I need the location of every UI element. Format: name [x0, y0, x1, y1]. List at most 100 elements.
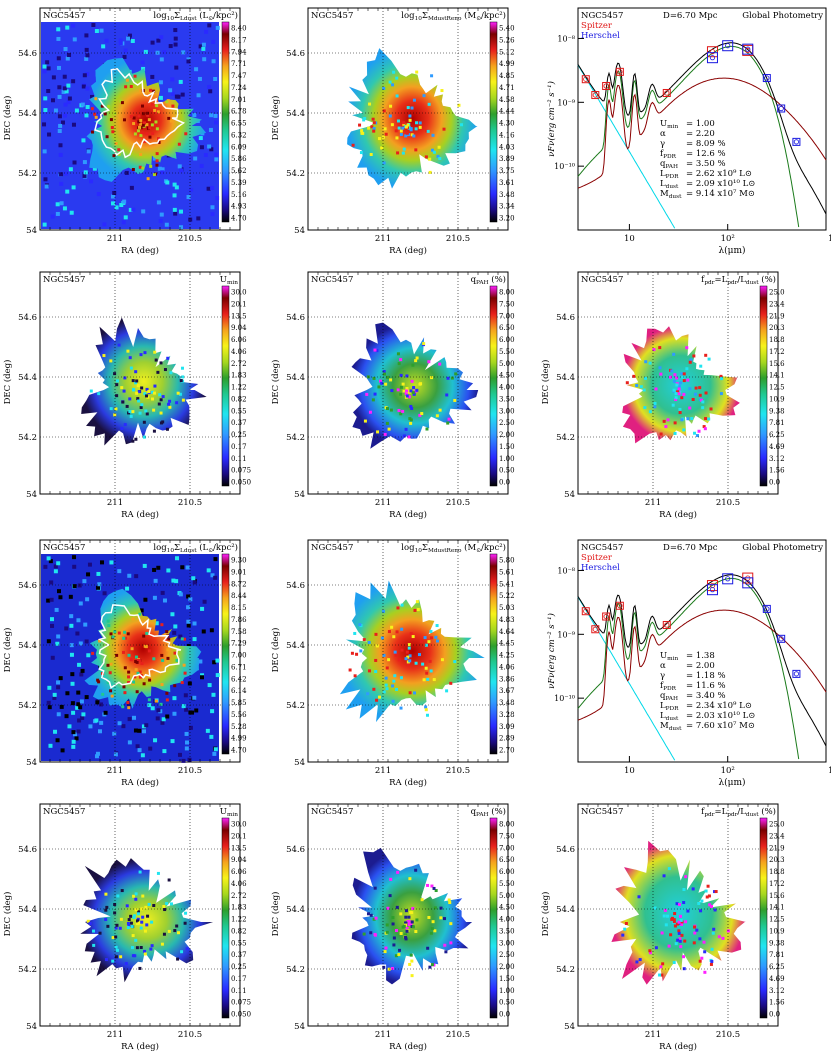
map-noise-pixel	[99, 28, 104, 33]
colorbar-tick-label: 2.00	[499, 431, 515, 439]
map-pixel	[166, 356, 170, 360]
map-pixel	[653, 405, 657, 409]
x-tick-label: 210.5	[446, 1030, 470, 1040]
map-pixel	[139, 926, 143, 930]
map-pixel	[446, 376, 450, 380]
map-pixel	[407, 126, 411, 130]
map-pixel	[152, 429, 156, 433]
map-pixel	[678, 937, 682, 941]
map-pixel	[136, 129, 140, 133]
map-pixel	[374, 670, 378, 674]
map-noise-pixel	[158, 80, 163, 85]
map-pixel	[685, 346, 689, 350]
colorbar-tick-label: 3.00	[499, 939, 515, 947]
colorbar-tick-label: 5.00	[499, 892, 515, 900]
colorbar-tick-label: 14.1	[769, 372, 785, 380]
map-pixel	[163, 908, 167, 912]
colorbar-tick-label: 0.25	[231, 963, 247, 971]
map-noise-pixel	[206, 568, 211, 573]
map-pixel	[411, 391, 415, 395]
map-pixel	[430, 884, 434, 888]
map-pixel	[110, 694, 114, 698]
distance-label: D=6.70 Mpc	[663, 11, 718, 21]
map-pixel	[372, 376, 376, 380]
map-noise-pixel	[94, 718, 99, 723]
map-noise-pixel	[181, 758, 186, 763]
colorbar-tick-label: 9.38	[769, 407, 785, 415]
map-noise-pixel	[213, 575, 218, 580]
map-noise-pixel	[118, 41, 123, 46]
map-pixel	[375, 349, 379, 353]
map-noise-pixel	[75, 705, 80, 710]
map-pixel	[129, 658, 133, 662]
map-pixel	[401, 925, 405, 929]
map-pixel	[148, 126, 152, 130]
colorbar-tick-label: 3.50	[499, 927, 515, 935]
y-tick-label: 54.6	[286, 313, 305, 323]
map-noise-pixel	[152, 567, 157, 572]
colorbar-tick-label: 4.93	[231, 203, 247, 211]
map-pixel	[123, 376, 127, 380]
colorbar-tick-label: 6.25	[769, 431, 785, 439]
map-pixel	[449, 922, 453, 926]
map-pixel	[399, 676, 403, 680]
map-pixel	[390, 389, 394, 393]
y-tick-label: 54.2	[286, 965, 305, 975]
x-tick-label: 211	[645, 498, 661, 508]
map-pixel	[454, 372, 458, 376]
map-noise-pixel	[42, 122, 47, 127]
map-pixel	[124, 962, 128, 966]
map-pixel	[453, 660, 457, 664]
map-pixel	[157, 402, 161, 406]
map-pixel	[131, 410, 135, 414]
map-pixel	[621, 933, 625, 937]
x-tick-label: 210.5	[178, 234, 202, 244]
map-noise-pixel	[211, 692, 216, 697]
map-pixel	[168, 405, 172, 409]
map-pixel	[123, 630, 127, 634]
map-pixel	[140, 403, 144, 407]
y-tick-label: 10⁻⁸	[557, 566, 575, 575]
map-pixel	[662, 419, 666, 423]
map-pixel	[699, 364, 703, 368]
map-pixel	[387, 658, 391, 662]
colorbar-tick-label: 3.86	[499, 675, 515, 683]
colorbar-tick-label: 3.75	[499, 167, 515, 175]
map-noise-pixel	[72, 564, 77, 569]
panel-mdust-1: 5.405.265.124.994.854.714.584.444.304.16…	[270, 7, 515, 256]
map-noise-pixel	[172, 711, 177, 716]
map-pixel	[393, 650, 397, 654]
map-noise-pixel	[81, 138, 86, 143]
map-noise-pixel	[69, 652, 74, 657]
map-noise-pixel	[45, 60, 50, 65]
map-pixel	[440, 89, 444, 93]
map-pixel	[155, 159, 159, 163]
map-pixel	[134, 381, 138, 385]
map-noise-pixel	[42, 222, 47, 227]
map-pixel	[635, 960, 639, 964]
galaxy-emission	[81, 317, 207, 446]
map-pixel	[406, 655, 410, 659]
y-tick-label: 54.6	[556, 313, 575, 323]
map-pixel	[127, 653, 131, 657]
spitzer-point	[662, 88, 671, 97]
map-pixel	[432, 150, 436, 154]
colorbar-tick-label: 2.00	[499, 963, 515, 971]
x-tick-label: 211	[375, 234, 391, 244]
map-pixel	[717, 935, 721, 939]
map-noise-pixel	[187, 681, 192, 686]
map-pixel	[165, 698, 169, 702]
map-noise-pixel	[81, 84, 86, 89]
map-pixel	[404, 125, 408, 129]
map-pixel	[689, 358, 693, 362]
colorbar-tick-label: 5.16	[231, 191, 247, 199]
y-axis-label: DEC (deg)	[2, 628, 13, 673]
map-noise-pixel	[82, 579, 87, 584]
model-point	[583, 608, 589, 614]
map-pixel	[660, 931, 664, 935]
map-pixel	[175, 924, 179, 928]
map-noise-pixel	[178, 634, 183, 639]
map-pixel	[371, 117, 375, 121]
map-pixel	[156, 370, 160, 374]
map-pixel	[404, 909, 408, 913]
